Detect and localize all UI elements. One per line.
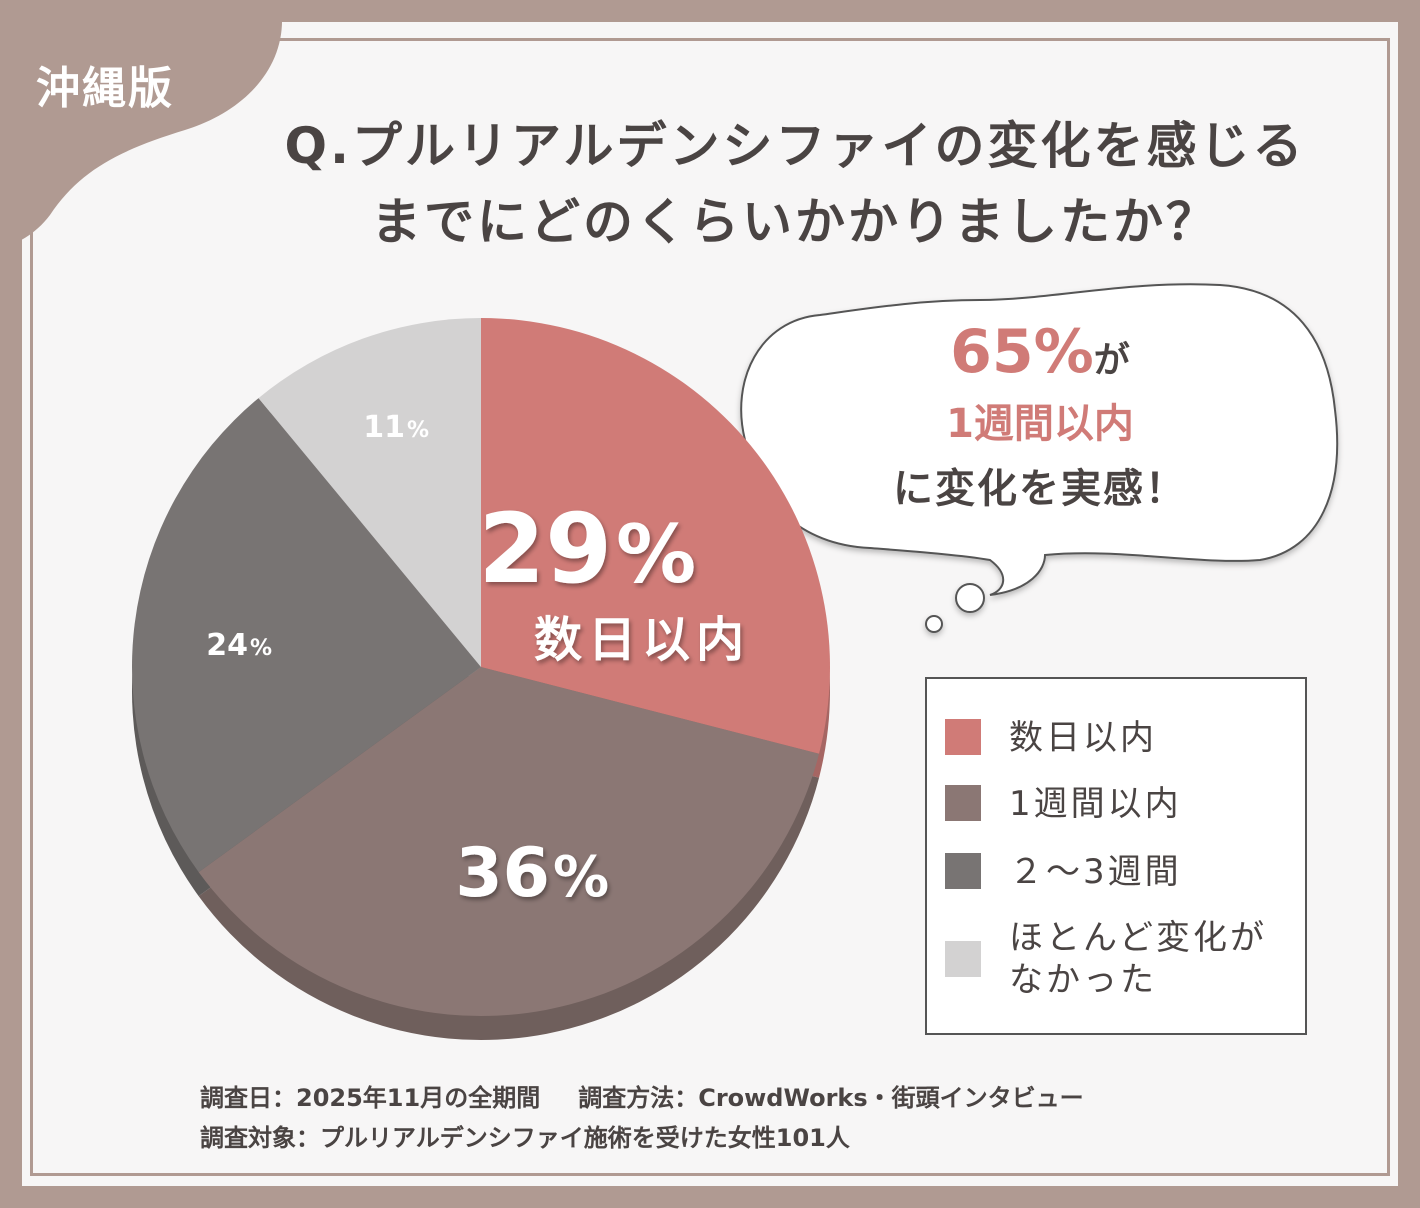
region-tag-blob [0, 0, 283, 248]
callout-line-1: 65%が [790, 312, 1290, 392]
slice-percent-sign-no-change: % [407, 418, 429, 443]
slice-percent-sign-one-week: % [553, 845, 609, 910]
survey-target: 調査対象：プルリアルデンシファイ施術を受けた女性101人 [200, 1124, 850, 1152]
legend-label-no-change: ほとんど変化が なかった [1009, 917, 1299, 1001]
legend-item-one-week: 1週間以内 [945, 783, 1299, 825]
legend-label-one-week: 1週間以内 [1009, 784, 1182, 824]
chart-legend: 数日以内 1週間以内 ２～3週間 ほとんど変化が なかった [925, 677, 1307, 1035]
legend-swatch-no-change [945, 941, 981, 977]
slice-percent-one-week: 36 [455, 834, 550, 913]
callout-period: 1週間以内 [946, 401, 1134, 447]
slice-label-one-week: 36 % [455, 834, 609, 913]
page-title: Q.プルリアルデンシファイの変化を感じる までにどのくらいかかりましたか？ [200, 108, 1390, 260]
legend-item-few-days: 数日以内 [945, 717, 1299, 759]
legend-swatch-few-days [945, 719, 981, 755]
slice-percent-few-days: 29 [478, 493, 612, 605]
pie-slice-no-change [258, 318, 481, 667]
pie-slice-one-week [198, 667, 820, 1016]
thought-dot-large [955, 583, 985, 613]
legend-item-no-change: ほとんど変化が なかった [945, 917, 1299, 1001]
legend-swatch-one-week [945, 785, 981, 821]
legend-label-few-days: 数日以内 [1009, 718, 1157, 758]
slice-name-few-days: 数日以内 [534, 612, 750, 668]
callout-percent: 65% [950, 317, 1094, 387]
legend-label-no-change-line-2: なかった [1009, 960, 1157, 1000]
title-line-1: Q.プルリアルデンシファイの変化を感じる [284, 117, 1306, 175]
survey-date: 調査日：2025年11月の全期間 [200, 1084, 541, 1112]
slice-label-few-days: 29 % 数日以内 [478, 493, 750, 668]
legend-label-no-change-line-1: ほとんど変化が [1009, 918, 1267, 958]
callout-particle: が [1093, 340, 1130, 381]
slice-percent-sign-two-three-weeks: % [250, 636, 272, 661]
legend-item-two-three-weeks: ２～3週間 [945, 851, 1299, 893]
title-line-2: までにどのくらいかかりましたか？ [371, 193, 1219, 251]
footer-line-1: 調査日：2025年11月の全期間 調査方法：CrowdWorks・街頭インタビュー [200, 1078, 1084, 1118]
legend-label-two-three-weeks: ２～3週間 [1009, 852, 1182, 892]
slice-percent-no-change: 11 [363, 410, 405, 445]
callout-text: 65%が 1週間以内 に変化を実感！ [790, 312, 1290, 522]
thought-dot-small [925, 615, 943, 633]
pie-slices [132, 318, 831, 1016]
legend-swatch-two-three-weeks [945, 853, 981, 889]
slice-percent-sign-few-days: % [616, 508, 696, 601]
slice-percent-two-three-weeks: 24 [206, 628, 248, 663]
pie-slice-two-three-weeks [132, 398, 481, 873]
callout-message: に変化を実感！ [893, 466, 1187, 512]
survey-footer: 調査日：2025年11月の全期間 調査方法：CrowdWorks・街頭インタビュー… [200, 1078, 1084, 1158]
slice-label-two-three-weeks: 24 % [206, 628, 272, 663]
pie-slice-few-days [481, 318, 831, 754]
slice-label-no-change: 11 % [363, 410, 429, 445]
region-label: 沖縄版 [36, 63, 174, 114]
survey-method: 調査方法：CrowdWorks・街頭インタビュー [578, 1084, 1084, 1112]
